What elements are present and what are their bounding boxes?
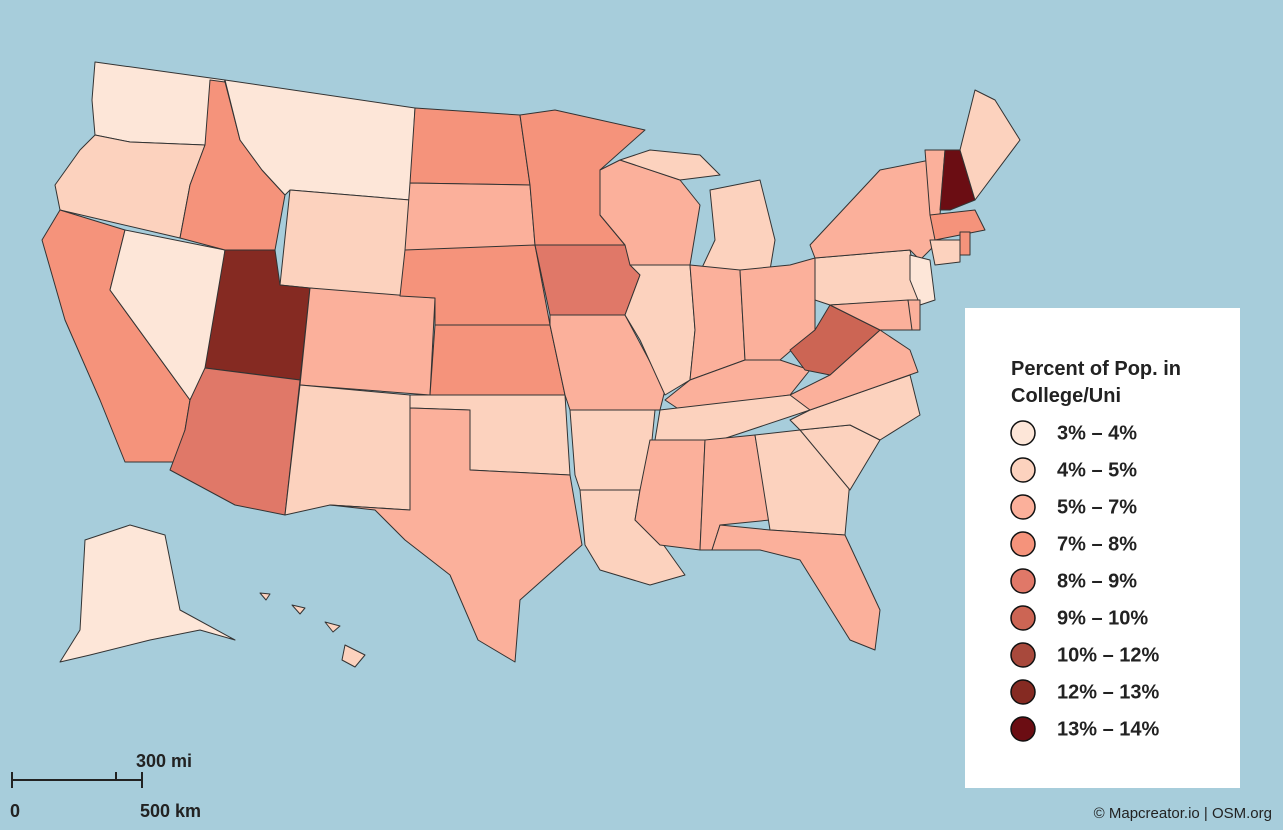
state — [329, 407, 583, 663]
legend-label: 7% – 8% — [1057, 533, 1137, 555]
legend-label: 5% – 7% — [1057, 496, 1137, 518]
state — [341, 644, 366, 668]
state — [429, 324, 566, 396]
legend: Percent of Pop. in College/Uni 3% – 4% 4%… — [965, 308, 1240, 788]
legend-swatch — [1010, 679, 1036, 705]
state — [809, 159, 941, 261]
state — [91, 61, 226, 146]
state — [259, 592, 271, 601]
legend-label: 8% – 9% — [1057, 570, 1137, 592]
legend-swatch — [1010, 420, 1036, 446]
legend-label: 9% – 10% — [1057, 607, 1148, 629]
legend-swatch — [1010, 494, 1036, 520]
scale-zero: 0 — [10, 801, 20, 821]
scale-miles: 300 mi — [136, 751, 192, 771]
state — [324, 621, 341, 633]
state — [291, 604, 306, 615]
legend-items: 3% – 4% 4% – 5% 5% – 7% 7% – 8% 8% – 9% 9% – … — [1010, 420, 1160, 742]
state — [959, 89, 1021, 201]
legend-swatch — [1010, 642, 1036, 668]
legend-swatch — [1010, 457, 1036, 483]
state — [909, 254, 936, 306]
state — [279, 189, 411, 299]
state — [939, 149, 976, 211]
legend-swatch — [1010, 568, 1036, 594]
attribution: © Mapcreator.io | OSM.org — [1093, 805, 1272, 822]
legend-swatch — [1010, 605, 1036, 631]
state — [829, 299, 916, 331]
state — [59, 524, 236, 663]
state — [789, 374, 921, 441]
legend-label: 3% – 4% — [1057, 422, 1137, 444]
state — [534, 244, 641, 316]
legend-label: 13% – 14% — [1057, 718, 1160, 740]
state — [711, 524, 881, 651]
legend-label: 4% – 5% — [1057, 459, 1137, 481]
scale-km: 500 km — [140, 801, 201, 821]
state — [664, 359, 811, 411]
legend-label: 12% – 13% — [1057, 681, 1160, 703]
state — [959, 231, 971, 256]
states — [41, 61, 1021, 668]
state — [699, 179, 776, 273]
legend-label: 10% – 12% — [1057, 644, 1160, 666]
state — [814, 249, 921, 306]
legend-title: Percent of Pop. in College/Uni — [1011, 358, 1182, 407]
state — [619, 149, 721, 181]
state — [929, 239, 961, 266]
state — [284, 384, 411, 516]
legend-swatch — [1010, 531, 1036, 557]
scale-bar — [11, 772, 143, 788]
state — [299, 287, 436, 396]
legend-swatch — [1010, 716, 1036, 742]
state — [929, 209, 986, 241]
state — [907, 299, 921, 331]
state — [404, 182, 536, 251]
state — [409, 107, 531, 186]
